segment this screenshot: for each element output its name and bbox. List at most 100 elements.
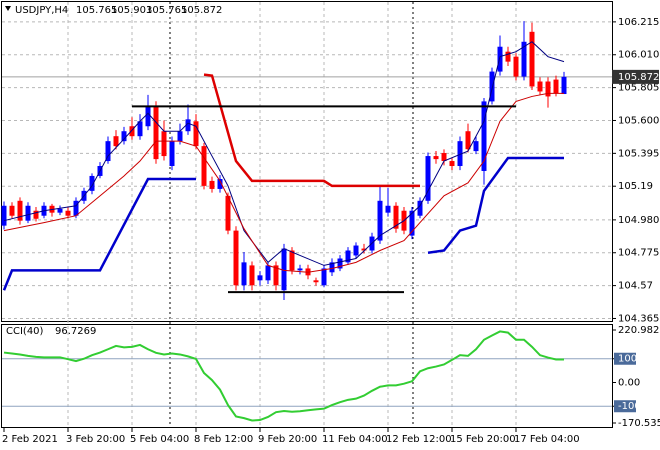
header-close: 105.872 — [181, 5, 222, 16]
header-open: 105.765 — [76, 5, 117, 16]
overlay-line — [3, 92, 564, 273]
candle-body — [297, 268, 303, 271]
candle-body — [417, 200, 423, 216]
candle-body — [537, 81, 543, 92]
candle-body — [193, 121, 199, 147]
menu-arrow[interactable] — [5, 6, 11, 11]
candle-body — [9, 205, 15, 216]
candle-body — [433, 156, 439, 160]
y-tick-label: 100 — [618, 354, 637, 365]
x-tick-label: 17 Feb 04:00 — [514, 434, 580, 445]
x-tick-label: 5 Feb 04:00 — [130, 434, 189, 445]
candle-body — [273, 265, 279, 286]
indicator-panel-frame — [1, 324, 613, 428]
candle-body — [33, 210, 39, 219]
candle-body — [481, 101, 487, 171]
candle-body — [161, 131, 167, 157]
price-label-bg — [612, 69, 659, 84]
indicator-name: CCI(40) — [6, 326, 44, 337]
candle-body — [257, 275, 263, 281]
candle-body — [265, 265, 271, 281]
y-tick-label-bg — [614, 352, 636, 365]
candle-body — [65, 210, 71, 216]
candle-body — [553, 79, 559, 94]
candle-body — [385, 205, 391, 213]
candle-body — [185, 119, 191, 132]
candle-body — [145, 106, 151, 127]
candle-body — [377, 200, 383, 241]
candle-body — [137, 121, 143, 137]
y-tick-label: 104.365 — [618, 313, 659, 324]
candle-body — [89, 175, 95, 191]
candle-body — [449, 161, 455, 167]
candle-body — [281, 248, 287, 291]
candle-body — [169, 141, 175, 167]
y-tick-label-bg — [614, 400, 636, 413]
indicator-line — [3, 330, 565, 422]
candle-body — [473, 141, 479, 152]
overlay-line — [2, 156, 564, 291]
candle-body — [1, 205, 7, 226]
candle-body — [345, 250, 351, 263]
candle-body — [521, 41, 527, 77]
candle-body — [241, 262, 247, 286]
candle-body — [177, 131, 183, 142]
candle-body — [529, 31, 535, 87]
x-tick-label: 12 Feb 12:00 — [386, 434, 452, 445]
y-tick-label: 105.805 — [618, 83, 659, 94]
candle-body — [249, 265, 255, 286]
overlay-line — [203, 73, 420, 188]
price-label: 105.872 — [618, 72, 659, 83]
candle-body — [217, 178, 223, 189]
candle-body — [409, 210, 415, 236]
x-tick-label: 2 Feb 2021 — [2, 434, 58, 445]
candle-body — [337, 258, 343, 269]
candle-body — [457, 141, 463, 167]
y-tick-label: 105.395 — [618, 148, 659, 159]
candle-body — [17, 200, 23, 221]
candle-body — [153, 106, 159, 160]
candle-body — [129, 126, 135, 137]
candle-body — [73, 200, 79, 216]
candle-body — [201, 146, 207, 186]
candle-body — [209, 180, 215, 189]
candle-body — [489, 71, 495, 102]
y-tick-label: 105.19 — [618, 181, 653, 192]
y-tick-label: 104.775 — [618, 248, 659, 259]
candle-body — [121, 131, 127, 142]
y-tick-label: 106.010 — [618, 50, 659, 61]
x-tick-label: 3 Feb 20:00 — [66, 434, 125, 445]
candle-body — [545, 81, 551, 97]
candle-body — [441, 153, 447, 162]
candle-body — [353, 245, 359, 256]
candle-body — [361, 248, 367, 251]
overlay-line — [3, 41, 565, 266]
candle-body — [233, 230, 239, 286]
candle-body — [465, 131, 471, 150]
x-tick-label: 11 Feb 04:00 — [322, 434, 388, 445]
y-tick-label: 104.57 — [618, 281, 653, 292]
candle-body — [497, 46, 503, 72]
candle-body — [321, 268, 327, 286]
y-tick-label: -100 — [618, 401, 641, 412]
candle-body — [513, 56, 519, 77]
y-tick-label: 0.00 — [618, 377, 640, 388]
y-tick-label: 106.215 — [618, 17, 659, 28]
header-low: 105.765 — [146, 5, 187, 16]
indicator-value: 96.7269 — [55, 326, 96, 337]
x-tick-label: 15 Feb 20:00 — [450, 434, 516, 445]
y-tick-label: 104.980 — [618, 215, 659, 226]
y-tick-label: 105.600 — [618, 115, 659, 126]
candle-body — [57, 208, 63, 213]
candle-body — [313, 280, 319, 283]
candle-body — [105, 141, 111, 162]
candle-body — [329, 262, 335, 273]
candle-body — [225, 195, 231, 231]
symbol: USDJPY,H4 — [15, 5, 68, 16]
candle-body — [561, 76, 567, 95]
main-panel-frame — [1, 1, 613, 322]
candle-body — [393, 205, 399, 229]
candle-body — [289, 250, 295, 271]
